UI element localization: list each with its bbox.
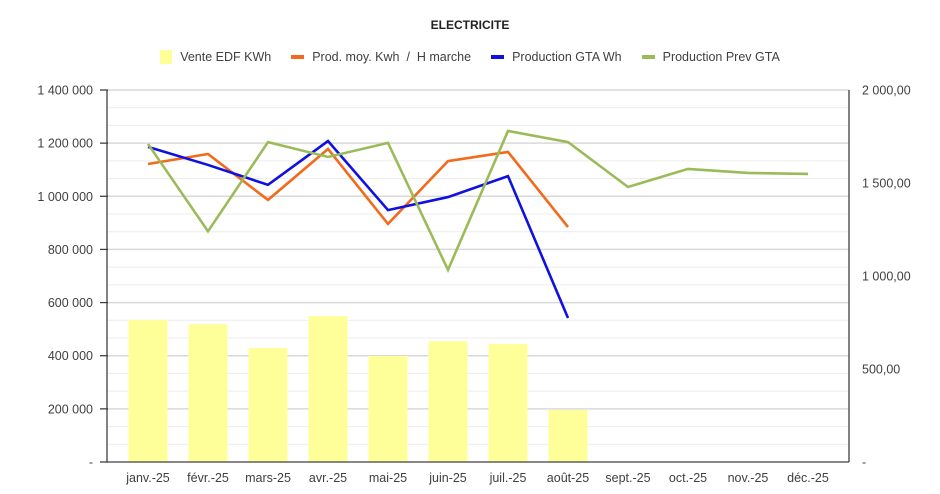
left-axis-tick-label: - — [89, 456, 93, 470]
legend-item-vente-edf: Vente EDF KWh — [160, 50, 271, 64]
x-axis-tick-label: déc.-25 — [787, 471, 829, 485]
x-axis-tick-label: févr.-25 — [187, 471, 229, 485]
legend-item-production-gta: Production GTA Wh — [491, 50, 622, 64]
bar-vente-edf-3 — [308, 316, 348, 462]
x-axis-tick-label: juil.-25 — [489, 471, 527, 485]
right-axis-tick-label: 2 000,00 — [862, 84, 911, 98]
legend-swatch-prod-moy — [291, 55, 305, 59]
left-axis-tick-label: 1 400 000 — [37, 84, 93, 98]
left-axis-tick-label: 400 000 — [48, 349, 93, 363]
x-axis-tick-label: mars-25 — [245, 471, 291, 485]
line-production-prev-gta — [146, 129, 809, 274]
right-axis-tick-label: 500,00 — [862, 363, 900, 377]
bar-vente-edf-5 — [428, 341, 468, 462]
left-axis-tick-label: 200 000 — [48, 402, 93, 416]
left-axis-tick-label: 600 000 — [48, 296, 93, 310]
bar-series — [128, 316, 588, 462]
x-axis-tick-label: avr.-25 — [309, 471, 347, 485]
right-axis-tick-label: - — [862, 456, 866, 470]
left-axis-tick-label: 800 000 — [48, 243, 93, 257]
right-axis-tick-label: 1 000,00 — [862, 270, 911, 284]
legend-item-production-prev: Production Prev GTA — [641, 50, 780, 64]
legend-swatch-production-prev — [641, 55, 655, 59]
left-axis-tick-label: 1 000 000 — [37, 190, 93, 204]
bar-vente-edf-1 — [188, 324, 228, 462]
legend-label: Prod. moy. Kwh / H marche — [312, 50, 472, 64]
line-series — [146, 129, 809, 319]
bar-vente-edf-6 — [488, 344, 528, 462]
axis-labels: - 200 000 400 000 600 000 800 000 1 000 000 1 … — [37, 84, 910, 486]
x-axis-tick-label: nov.-25 — [728, 471, 769, 485]
line-production-gta-wh — [147, 139, 570, 319]
x-axis-tick-label: oct.-25 — [669, 471, 707, 485]
bar-vente-edf-0 — [128, 320, 168, 462]
left-axis-tick-label: 1 200 000 — [37, 137, 93, 151]
legend-swatch-vente-edf — [160, 50, 173, 64]
x-axis-tick-label: janv.-25 — [125, 471, 170, 485]
legend-swatch-production-gta — [491, 55, 505, 59]
bar-vente-edf-2 — [248, 348, 288, 462]
x-axis-tick-label: mai-25 — [369, 471, 407, 485]
bar-vente-edf-7 — [548, 409, 588, 462]
chart-title: ELECTRICITE — [430, 18, 510, 32]
right-axis-tick-label: 1 500,00 — [862, 177, 911, 191]
axes — [100, 89, 850, 463]
legend: Vente EDF KWh Prod. moy. Kwh / H marche … — [0, 50, 940, 64]
gridlines — [107, 89, 849, 445]
legend-item-prod-moy: Prod. moy. Kwh / H marche — [291, 50, 471, 64]
bar-vente-edf-4 — [368, 355, 408, 462]
legend-label: Production GTA Wh — [512, 50, 622, 64]
x-axis-tick-label: août-25 — [547, 471, 589, 485]
legend-label: Production Prev GTA — [662, 50, 780, 64]
legend-label: Vente EDF KWh — [180, 50, 272, 64]
x-axis-tick-label: sept.-25 — [605, 471, 650, 485]
x-axis-tick-label: juin-25 — [428, 471, 467, 485]
